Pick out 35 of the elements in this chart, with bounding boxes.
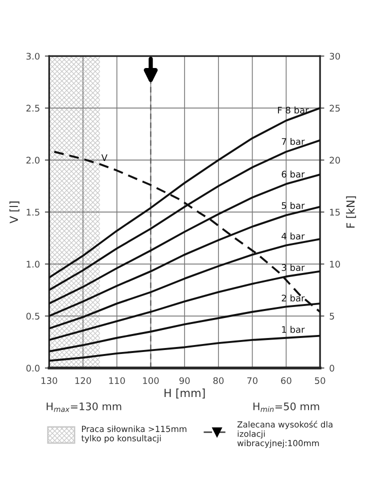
- text: H$_{min}$=50 mm: [253, 402, 320, 412]
- y-tick-label: 2.0: [26, 156, 40, 164]
- series-label: 7 bar: [282, 138, 305, 145]
- x-tick-label: 80: [213, 377, 224, 384]
- x-tick-label: 110: [109, 377, 125, 384]
- y-tick-label: 2.5: [26, 104, 40, 112]
- y2-tick-label: 10: [330, 260, 340, 268]
- y2-tick-label: 25: [330, 104, 340, 112]
- legend-label: Praca siłownika >115mm tylko po konsultacji: [81, 426, 186, 444]
- x-axis-title: H [mm]: [164, 388, 205, 398]
- x-tick-label: 90: [179, 377, 190, 384]
- y-tick-label: 0.0: [26, 364, 40, 372]
- y2-tick-label: 5: [330, 312, 334, 320]
- y2-tick-label: 0: [330, 364, 334, 372]
- x-tick-label: 50: [314, 377, 326, 384]
- y-tick-label: 1.5: [26, 208, 40, 216]
- y2-tick-label: 15: [330, 208, 340, 216]
- y-tick-label: 0.5: [26, 312, 40, 320]
- x-tick-label: 100: [143, 377, 159, 384]
- y-tick-label: 3.0: [26, 52, 40, 60]
- series-label: 2 bar: [282, 294, 305, 302]
- x-tick-label: 130: [42, 377, 58, 384]
- series-label: 1 bar: [282, 326, 305, 333]
- y-tick-label: 1.0: [26, 260, 40, 268]
- y2-tick-label: 20: [330, 156, 340, 164]
- y-axis-title: V [l]: [9, 202, 20, 224]
- line-series: [49, 334, 320, 362]
- series-label: V: [101, 154, 108, 161]
- x-tick-label: 60: [281, 377, 292, 384]
- x-tick-label: 70: [247, 377, 258, 384]
- y2-axis-title: F [kN]: [346, 196, 356, 228]
- y2-tick-label: 30: [330, 52, 340, 60]
- x-tick-label: 120: [75, 377, 92, 384]
- legend-label: Zalecana wysokość dla izolacji wibracyjnej:100mm: [237, 420, 332, 448]
- text: H$_{max}$=130 mm: [46, 402, 122, 412]
